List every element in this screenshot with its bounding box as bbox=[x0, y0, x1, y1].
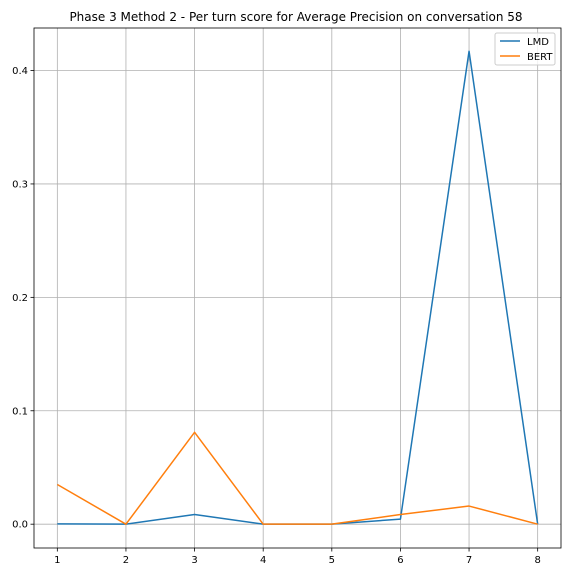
x-tick-label: 2 bbox=[123, 555, 129, 566]
series-lines bbox=[56, 50, 539, 525]
plot-frame bbox=[33, 27, 562, 549]
y-tick-label: 0.1 bbox=[12, 406, 28, 417]
series-line-bert bbox=[56, 431, 538, 525]
y-tick-label: 0.2 bbox=[12, 293, 28, 304]
y-tick-label: 0.0 bbox=[12, 520, 28, 531]
y-tick-label: 0.4 bbox=[12, 66, 28, 77]
tick-labels: 1 2 3 4 5 6 7 8 0.0 0.1 0.2 0.3 0.4 bbox=[12, 66, 541, 566]
x-tick-label: 4 bbox=[260, 555, 266, 566]
x-tick-label: 8 bbox=[534, 555, 540, 566]
y-tick-label: 0.3 bbox=[12, 179, 28, 190]
x-tick-label: 6 bbox=[397, 555, 403, 566]
grid-lines bbox=[34, 28, 561, 548]
x-tick-label: 7 bbox=[466, 555, 472, 566]
x-tick-label: 3 bbox=[191, 555, 197, 566]
chart-title: Phase 3 Method 2 - Per turn score for Av… bbox=[69, 10, 522, 24]
axes bbox=[30, 27, 562, 552]
x-tick-label: 5 bbox=[329, 555, 335, 566]
legend-label-lmd: LMD bbox=[527, 37, 549, 48]
legend-label-bert: BERT bbox=[527, 52, 553, 63]
x-tick-label: 1 bbox=[54, 555, 60, 566]
legend: LMD BERT bbox=[494, 32, 556, 66]
